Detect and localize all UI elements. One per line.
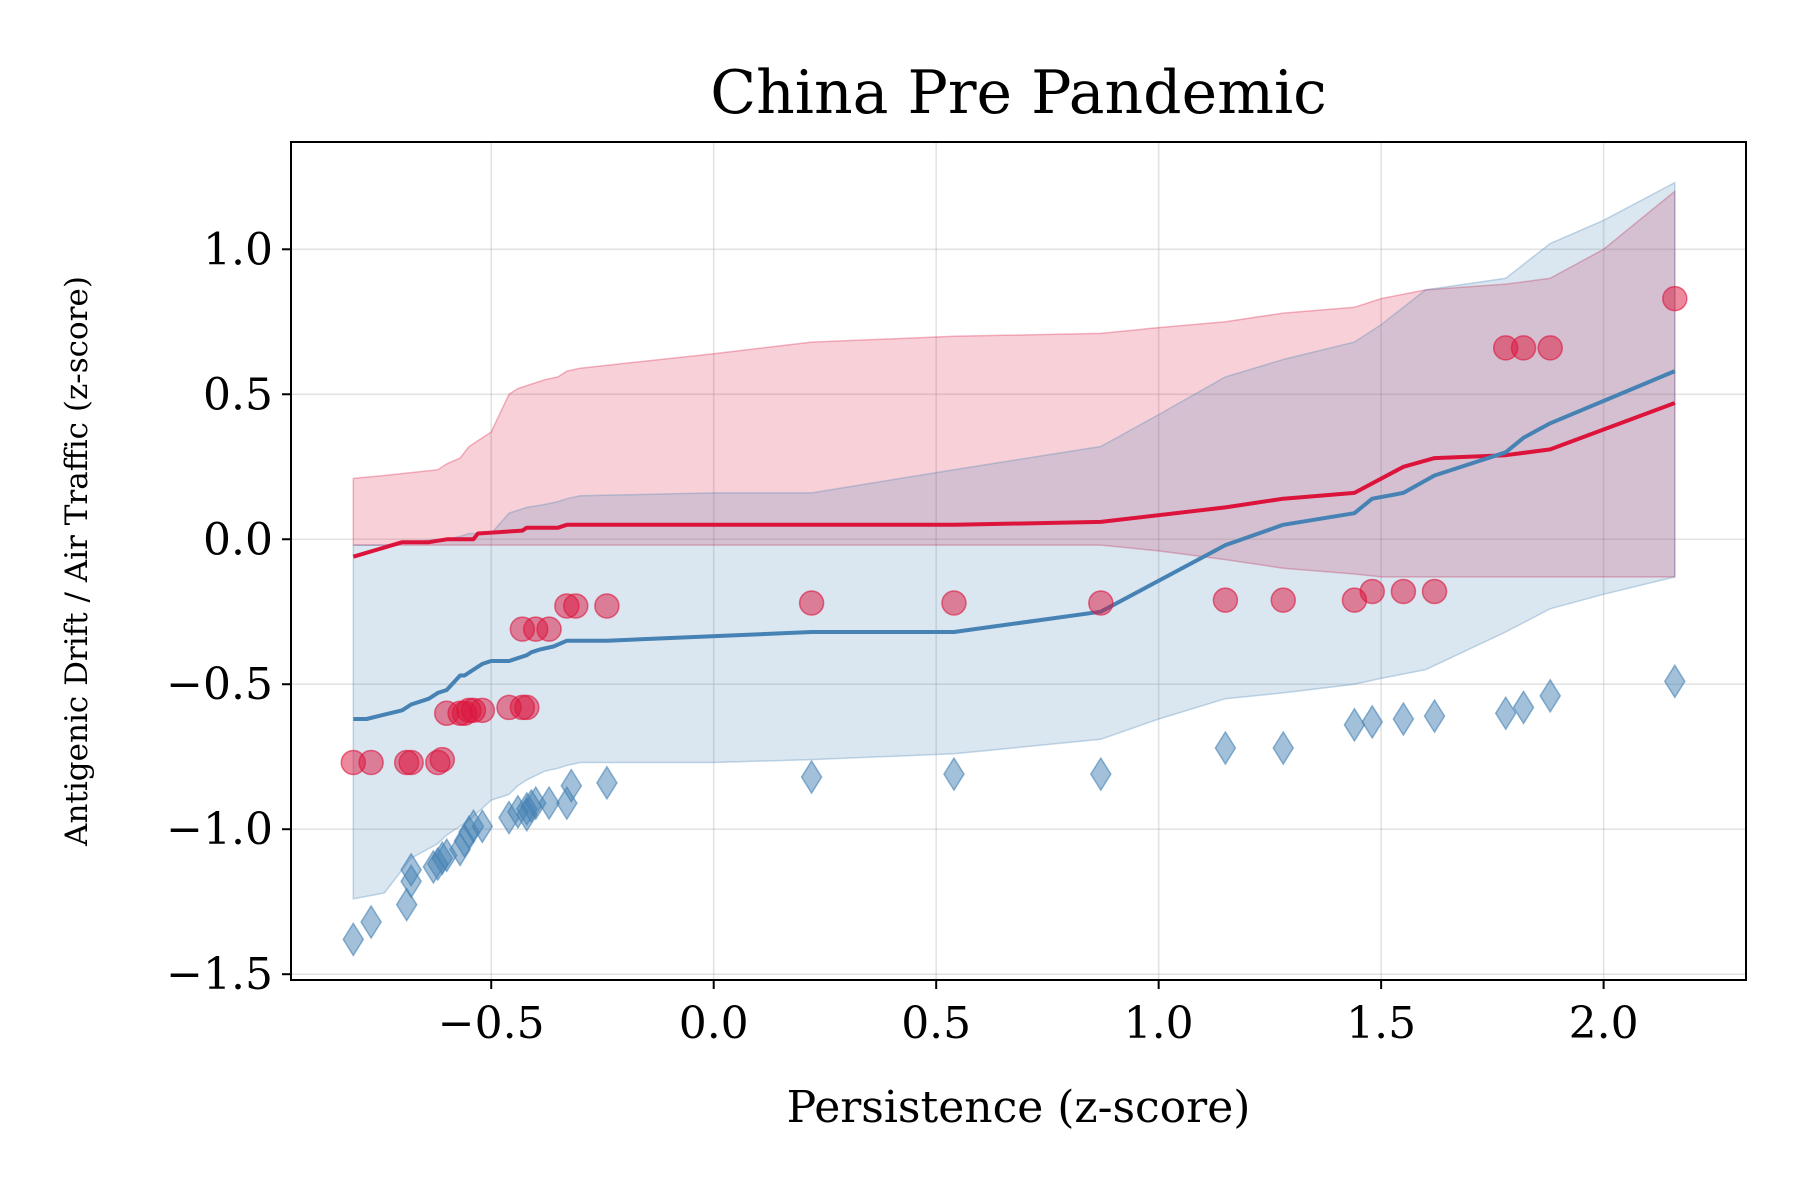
x-tick-label: 2.0 bbox=[1569, 998, 1639, 1049]
trend-lines bbox=[352, 369, 1676, 721]
diamond-point bbox=[800, 759, 823, 795]
diamond-point bbox=[560, 768, 583, 804]
y-tick-label: 0.5 bbox=[203, 369, 273, 420]
diamond-point bbox=[943, 756, 965, 792]
circle-point bbox=[398, 749, 424, 776]
diamond-point bbox=[1343, 707, 1366, 743]
circle-point bbox=[1510, 335, 1537, 361]
diamond-point bbox=[596, 765, 618, 801]
x-tick-label: 1.5 bbox=[1346, 998, 1416, 1049]
circle-point bbox=[941, 590, 967, 616]
circle-point bbox=[1537, 335, 1563, 361]
confidence-bands bbox=[352, 181, 1676, 900]
trend-line bbox=[353, 369, 1676, 721]
circle-point bbox=[1359, 578, 1385, 605]
y-tick-label: 0.0 bbox=[203, 514, 273, 565]
y-axis-label: Antigenic Drift / Air Traffic (z-score) bbox=[59, 276, 95, 847]
diamond-point bbox=[1361, 704, 1384, 740]
diamond-point bbox=[1423, 698, 1446, 734]
y-axis-ticks: −1.5 −1.0 −0.5 0.0 0.5 1.0 bbox=[166, 224, 291, 1000]
diamond-point bbox=[1539, 678, 1562, 714]
diamond-point bbox=[1089, 756, 1112, 792]
chart-title: China Pre Pandemic bbox=[710, 58, 1327, 128]
diamond-point bbox=[342, 921, 365, 957]
circle-point bbox=[469, 697, 496, 724]
y-tick-label: −0.5 bbox=[166, 659, 273, 710]
circle-point bbox=[1390, 578, 1417, 605]
confidence-band bbox=[352, 181, 1676, 900]
x-tick-label: 0.5 bbox=[901, 998, 971, 1049]
diamond-point bbox=[360, 904, 382, 940]
circle-point bbox=[563, 593, 589, 619]
x-tick-label: 0.0 bbox=[679, 998, 749, 1049]
diamond-point bbox=[1663, 663, 1686, 699]
circle-point bbox=[594, 593, 620, 619]
grid bbox=[291, 142, 1746, 980]
data-points bbox=[340, 285, 1688, 957]
x-tick-label: 1.0 bbox=[1124, 998, 1194, 1049]
circle-point bbox=[1662, 285, 1688, 312]
diamond-point bbox=[1214, 730, 1237, 766]
circle-point bbox=[536, 616, 562, 642]
circle-point bbox=[1212, 587, 1239, 613]
x-axis-label: Persistence (z-score) bbox=[787, 1082, 1251, 1133]
circle-point bbox=[1270, 587, 1296, 613]
diamond-point bbox=[400, 852, 423, 888]
diamond-point bbox=[538, 785, 560, 821]
diamond-point bbox=[1272, 730, 1295, 766]
trend-line bbox=[352, 401, 1676, 559]
y-tick-label: 1.0 bbox=[203, 224, 273, 275]
diamond-point bbox=[1512, 690, 1535, 725]
diamond-point bbox=[471, 808, 494, 844]
y-tick-label: −1.5 bbox=[166, 949, 273, 1000]
circle-point bbox=[1088, 590, 1114, 616]
x-tick-label: −0.5 bbox=[438, 998, 545, 1049]
circle-point bbox=[358, 749, 384, 776]
circle-point bbox=[514, 694, 540, 721]
circle-point bbox=[798, 590, 825, 616]
diamond-point bbox=[1494, 695, 1517, 731]
x-axis-ticks: −0.5 0.0 0.5 1.0 1.5 2.0 bbox=[438, 980, 1639, 1049]
confidence-band bbox=[352, 189, 1676, 578]
circle-point bbox=[1421, 578, 1448, 605]
diamond-point bbox=[1392, 701, 1415, 737]
y-tick-label: −1.0 bbox=[166, 804, 273, 855]
plot-frame bbox=[290, 141, 1747, 981]
circle-point bbox=[429, 746, 456, 773]
